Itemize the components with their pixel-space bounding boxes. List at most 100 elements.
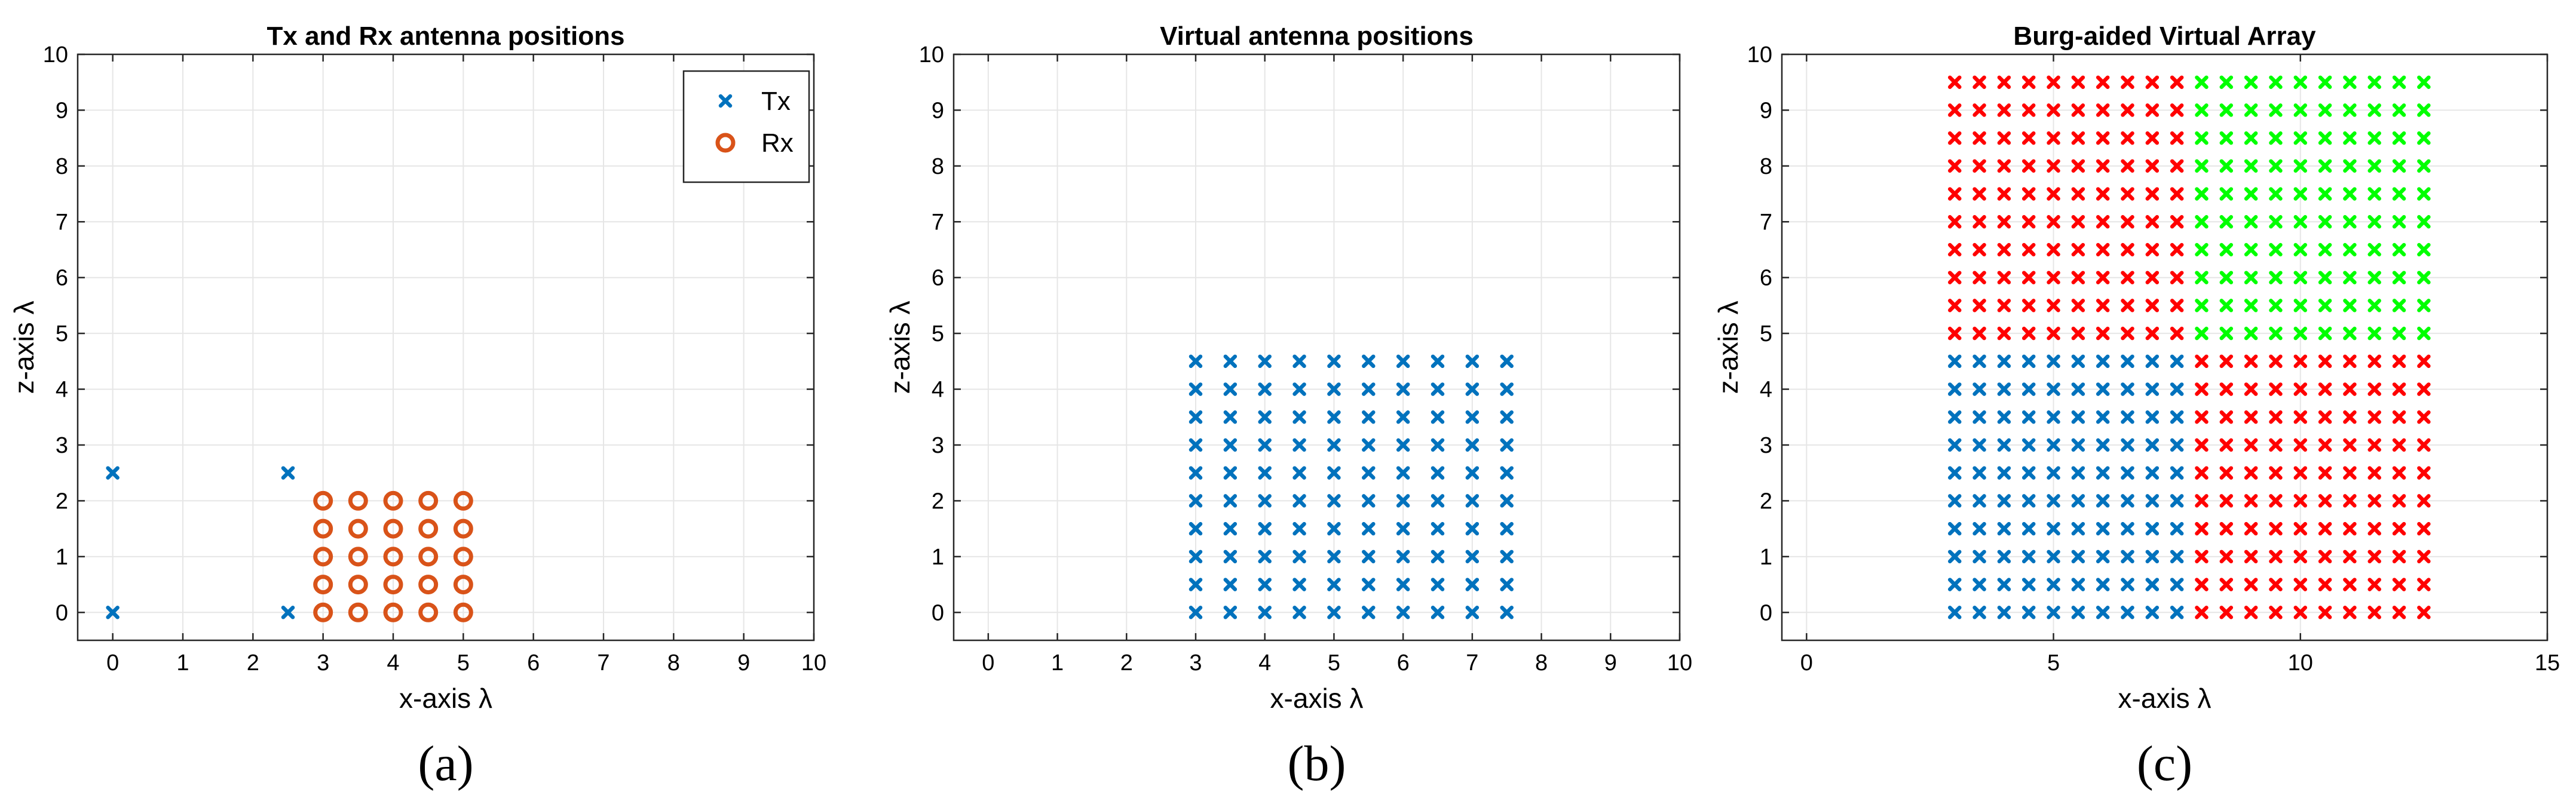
data-point [2244, 354, 2258, 369]
data-point [418, 602, 439, 622]
data-point [2269, 159, 2283, 173]
data-point [1972, 326, 1986, 340]
data-point [1948, 438, 1962, 452]
data-point [2071, 494, 2085, 508]
data-point [2145, 243, 2160, 257]
data-point [1465, 438, 1480, 452]
data-point [1292, 354, 1306, 369]
data-point [2269, 271, 2283, 284]
data-point [1997, 326, 2011, 340]
data-point [281, 466, 295, 480]
x-tick-label: 1 [176, 650, 189, 676]
data-point [2417, 382, 2431, 396]
data-point [2417, 271, 2431, 284]
data-point [2145, 410, 2160, 424]
data-point [2021, 354, 2036, 369]
data-point [1948, 410, 1962, 424]
data-point [2293, 606, 2308, 619]
data-point [2195, 521, 2209, 536]
data-point [2021, 438, 2036, 452]
data-point [2392, 326, 2406, 340]
data-point [2096, 521, 2110, 536]
y-tick-label: 3 [56, 433, 68, 458]
data-point [1327, 382, 1341, 396]
data-point [2367, 243, 2381, 257]
y-tick-label: 4 [56, 378, 68, 403]
x-tick-label: 15 [2535, 650, 2560, 676]
axes-box [1781, 53, 2549, 642]
data-point [2367, 215, 2381, 229]
data-point [2219, 243, 2234, 257]
data-point [1465, 550, 1480, 564]
chart-panel-1: 0 1 2 3 4 5 6 7 8 9 10 0 1 2 3 4 5 6 7 8 9 10 Tx and Rx antenn… [8, 22, 826, 791]
legend-label: Tx [761, 87, 791, 116]
data-point [2244, 382, 2258, 396]
data-point [2071, 131, 2085, 145]
data-point [2417, 466, 2431, 480]
data-point [2318, 271, 2332, 284]
data-point [2244, 187, 2258, 201]
data-point [1997, 75, 2011, 89]
data-point [2392, 382, 2406, 396]
data-point [1223, 521, 1238, 536]
data-point [2293, 494, 2308, 508]
data-point [2096, 243, 2110, 257]
data-point [1327, 550, 1341, 564]
data-point [2293, 410, 2308, 424]
data-point [1292, 438, 1306, 452]
data-point [1396, 382, 1410, 396]
data-point [1431, 354, 1445, 369]
data-point [2047, 299, 2060, 312]
data-point [2392, 410, 2406, 424]
data-point [1500, 354, 1514, 369]
data-point [2096, 494, 2110, 508]
data-point [1362, 606, 1376, 619]
data-point [2195, 215, 2209, 229]
data-point [2121, 354, 2134, 369]
data-point [2417, 521, 2431, 536]
data-point [2343, 438, 2357, 452]
data-point [1258, 410, 1272, 424]
data-point [2021, 299, 2036, 312]
data-point [2367, 159, 2381, 173]
data-point [2121, 75, 2134, 89]
data-point [1500, 606, 1514, 619]
data-point [1972, 299, 1986, 312]
data-point [2269, 410, 2283, 424]
data-point [1327, 438, 1341, 452]
data-point [2170, 131, 2184, 145]
x-tick-label: 7 [597, 650, 609, 676]
x-tick-label: 0 [982, 650, 994, 676]
data-point [2071, 159, 2085, 173]
data-point [2121, 271, 2134, 284]
data-point [1189, 410, 1203, 424]
plot-area [954, 54, 1680, 640]
data-point [1465, 466, 1480, 480]
data-point [2318, 550, 2332, 564]
data-point [2021, 131, 2036, 145]
data-point [2417, 326, 2431, 340]
data-point [1431, 606, 1445, 619]
data-point [2343, 326, 2357, 340]
x-axis-label: x-axis λ [1270, 683, 1364, 714]
data-point [2047, 466, 2060, 480]
data-point [2195, 494, 2209, 508]
data-point [2195, 550, 2209, 564]
data-point [2121, 159, 2134, 173]
data-point [1948, 550, 1962, 564]
axes-box [76, 53, 815, 642]
y-tick-label: 2 [1760, 489, 1772, 514]
data-point [2343, 606, 2357, 619]
data-point [2071, 410, 2085, 424]
data-point [1997, 382, 2011, 396]
data-point [418, 575, 439, 595]
data-point [313, 575, 333, 595]
data-point [2195, 159, 2209, 173]
data-point [1396, 550, 1410, 564]
data-point [1948, 271, 1962, 284]
data-point [2021, 494, 2036, 508]
data-point [1997, 494, 2011, 508]
data-point [1396, 466, 1410, 480]
x-tick-label: 3 [317, 650, 329, 676]
data-point [1948, 521, 1962, 536]
